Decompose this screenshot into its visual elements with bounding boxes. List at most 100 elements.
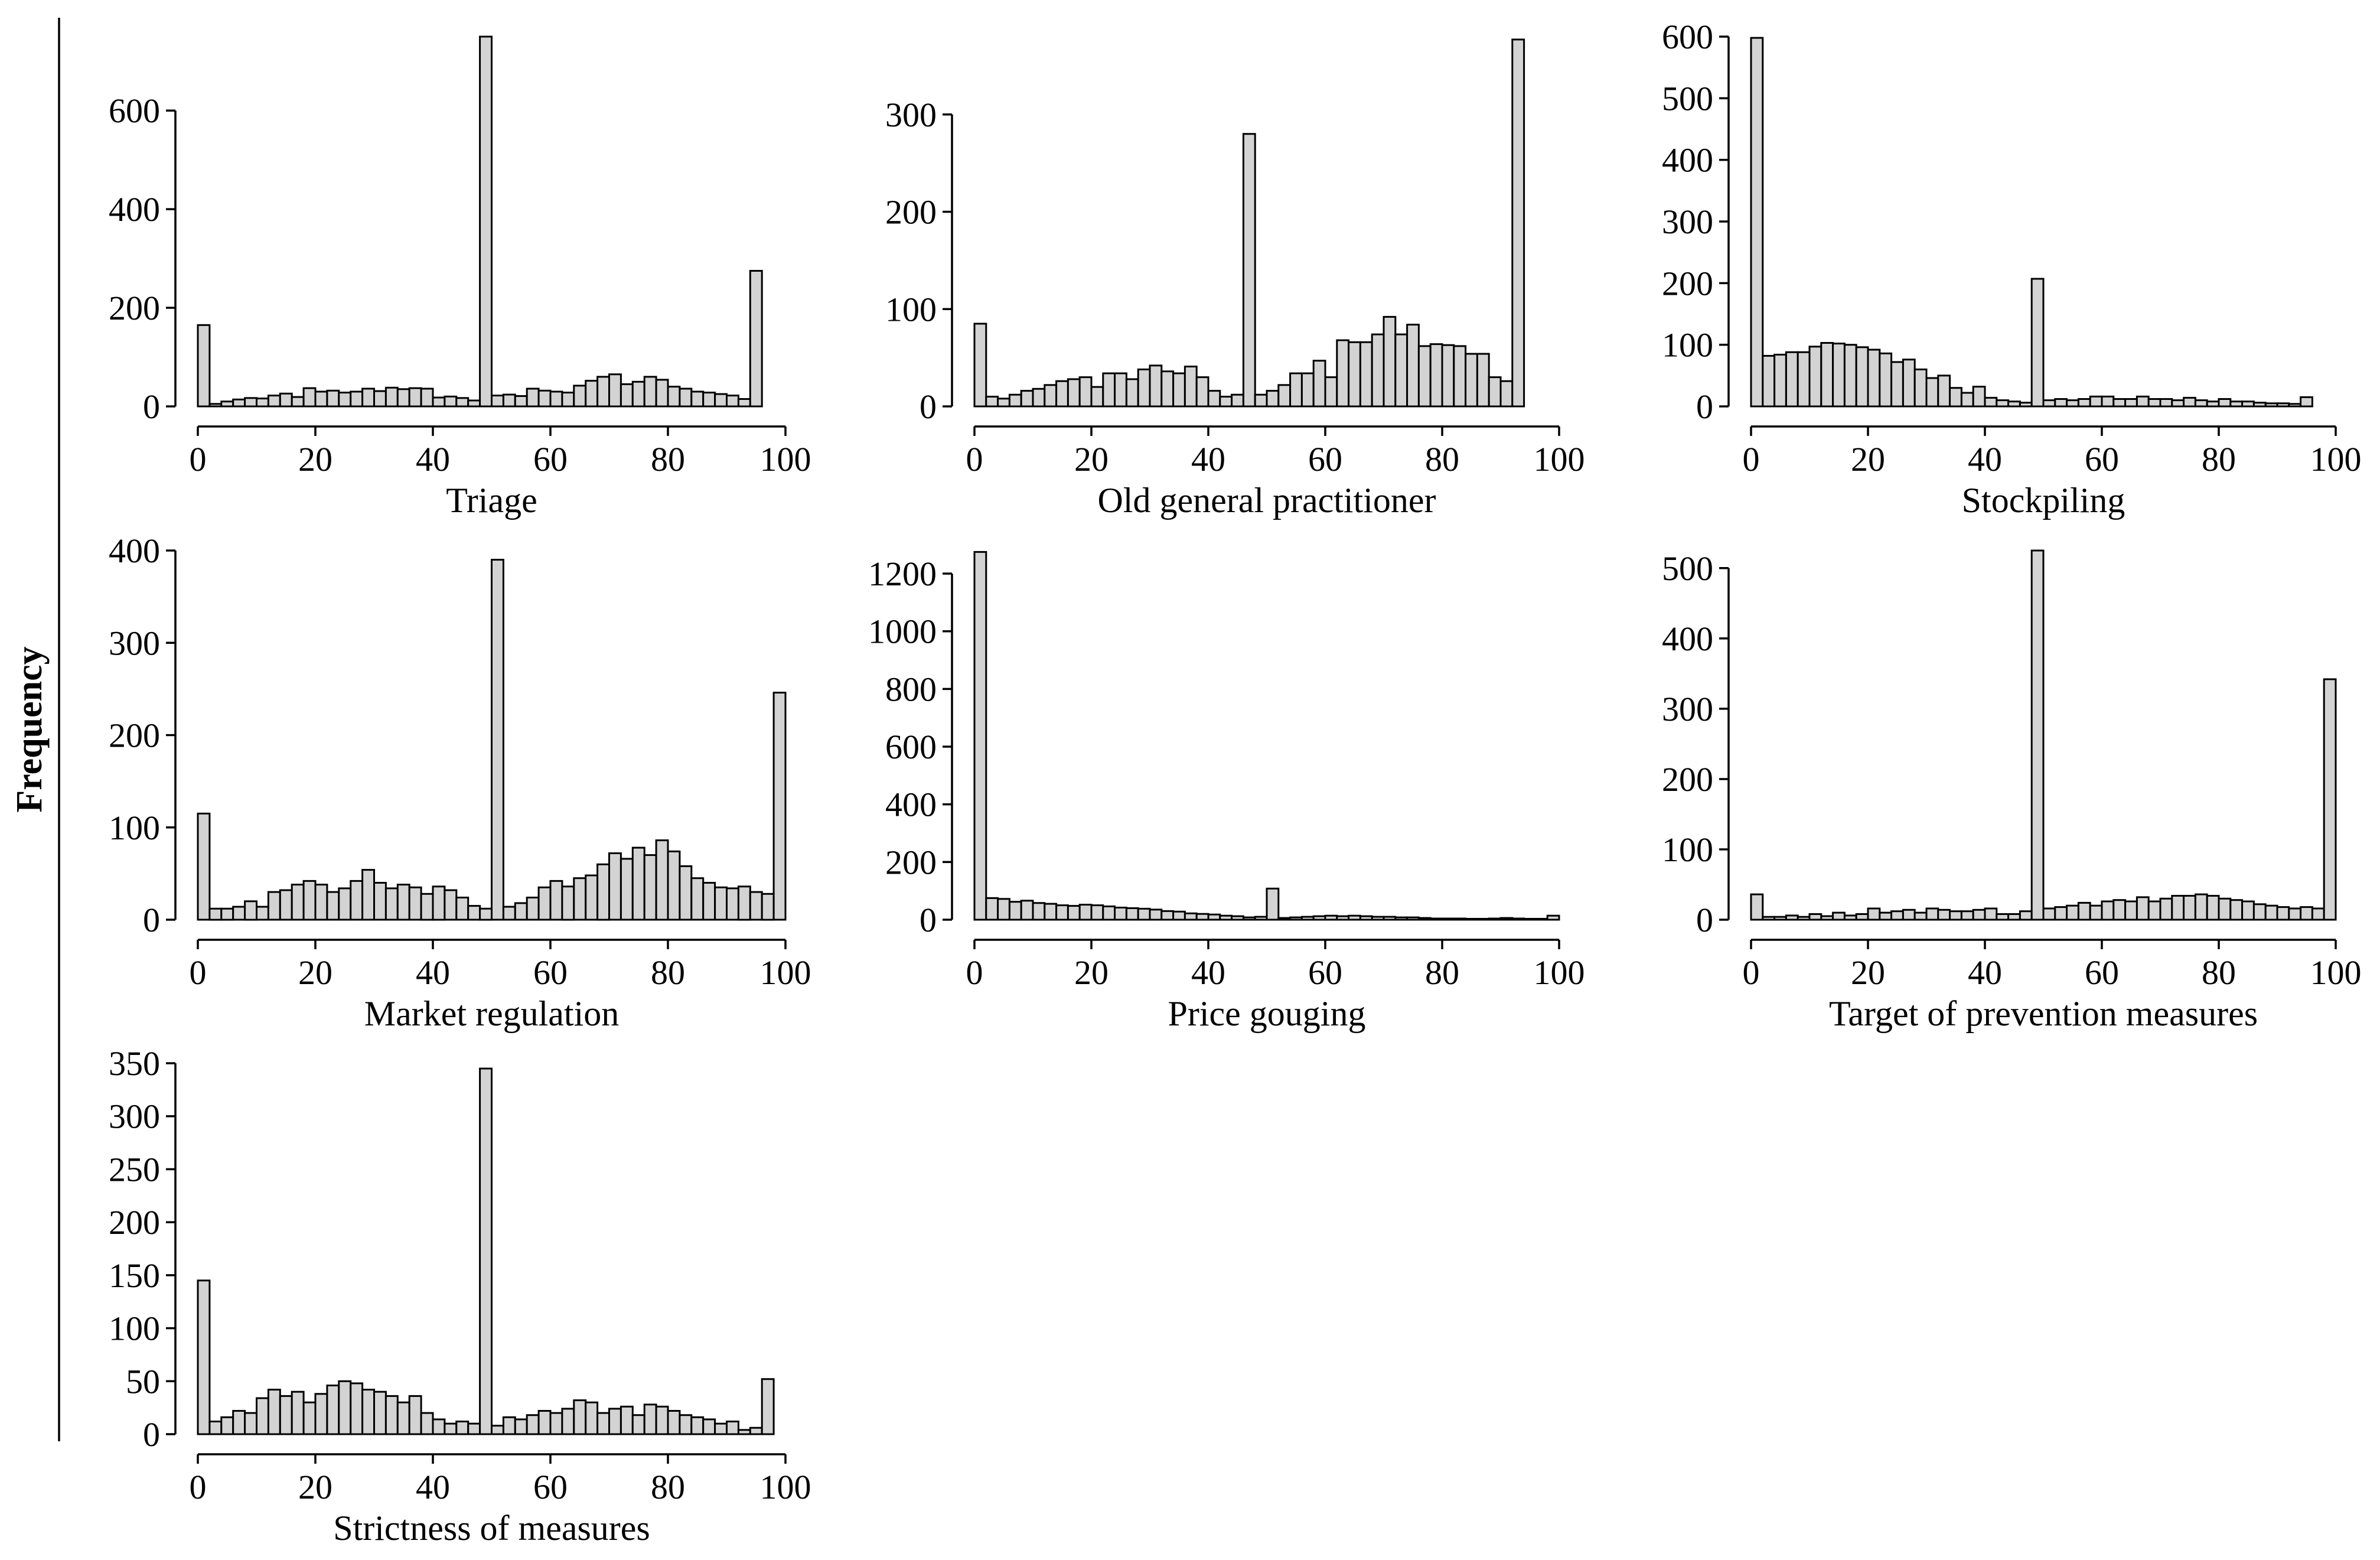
- bar: [373, 882, 387, 921]
- y-tick-label: 200: [885, 843, 937, 881]
- x-tick-label: 0: [190, 440, 207, 478]
- y-tick-label: 600: [885, 728, 937, 766]
- bar: [2019, 402, 2033, 408]
- y-tick-label: 400: [1662, 141, 1713, 180]
- bar: [2066, 399, 2079, 408]
- bar: [1972, 908, 1986, 921]
- bar: [561, 885, 575, 921]
- bar: [2089, 904, 2103, 921]
- bar: [608, 373, 622, 408]
- bar: [2042, 907, 2056, 921]
- bar: [2136, 395, 2150, 408]
- bar: [714, 886, 728, 921]
- bar: [620, 1405, 634, 1435]
- bar: [643, 1403, 657, 1435]
- bar: [2288, 907, 2302, 921]
- bar: [761, 1378, 775, 1435]
- bar: [1949, 387, 1962, 408]
- y-tick-label: 150: [109, 1256, 160, 1295]
- bar: [1453, 345, 1467, 408]
- bar: [1160, 910, 1175, 921]
- bars-stockpiling: [1750, 37, 2313, 408]
- bar: [608, 1408, 622, 1435]
- bar: [1867, 907, 1881, 921]
- bar: [420, 387, 434, 408]
- x-tick-label: 20: [1074, 953, 1109, 992]
- bar: [314, 390, 328, 408]
- bar: [1231, 915, 1244, 921]
- bar: [373, 390, 387, 408]
- bar: [2218, 897, 2232, 921]
- y-tick-label: 200: [109, 1203, 160, 1242]
- bar: [350, 880, 364, 921]
- bar: [1090, 386, 1104, 408]
- bar: [690, 877, 705, 921]
- bar: [361, 1389, 375, 1435]
- bar: [537, 389, 552, 408]
- bar: [1300, 916, 1315, 921]
- y-tick-label: 400: [109, 532, 160, 570]
- bar: [1184, 366, 1198, 408]
- x-tick-label: 100: [760, 440, 811, 478]
- bar: [2101, 395, 2115, 408]
- bar: [1219, 396, 1233, 408]
- bar: [679, 1414, 693, 1435]
- bar: [620, 858, 634, 921]
- bar: [514, 1418, 528, 1435]
- bar: [526, 897, 540, 921]
- bar: [444, 889, 458, 921]
- y-tick-label: 100: [109, 809, 160, 847]
- x-tick-label: 40: [1968, 440, 2002, 478]
- bar: [2300, 396, 2313, 408]
- panel-title: Strictness of measures: [333, 1509, 650, 1548]
- bar: [1020, 390, 1034, 408]
- bar: [1324, 376, 1338, 408]
- bar: [596, 376, 610, 408]
- bar: [338, 887, 352, 921]
- bar: [1996, 399, 2010, 408]
- bar: [2171, 399, 2185, 408]
- bar: [2124, 900, 2138, 921]
- bar: [631, 846, 645, 921]
- y-tick-label: 200: [109, 717, 160, 755]
- bar: [1055, 904, 1069, 921]
- bar: [396, 1401, 410, 1435]
- x-axis-price-gouging: 0 20 40 60 80 100: [966, 939, 1585, 992]
- bar: [1937, 374, 1951, 408]
- x-tick-label: 100: [1534, 440, 1585, 478]
- bar: [408, 1395, 422, 1435]
- panel-title: Price gouging: [1168, 994, 1366, 1033]
- y-tick-label: 0: [143, 1415, 160, 1454]
- y-tick-label: 300: [885, 96, 937, 134]
- panel-price-gouging: 0 200 400 600 800 1000 1200 0 20 40 60 80 100 Price g…: [868, 551, 1585, 1033]
- bar: [314, 884, 328, 921]
- bar: [2218, 398, 2232, 408]
- bar: [1254, 393, 1268, 408]
- bar: [256, 906, 269, 921]
- y-tick-label: 800: [885, 670, 937, 708]
- bar: [1044, 384, 1058, 408]
- bar: [2159, 398, 2173, 408]
- y-tick-label: 100: [885, 290, 937, 328]
- bar: [655, 1405, 669, 1435]
- bar: [350, 1382, 364, 1435]
- bar: [2194, 893, 2208, 921]
- bar: [549, 390, 563, 408]
- x-tick-label: 60: [533, 440, 568, 478]
- bar: [1750, 37, 1764, 408]
- y-tick-label: 600: [1662, 18, 1713, 56]
- bar: [267, 891, 281, 921]
- bar: [1499, 917, 1514, 921]
- bars-old-general-practitioner: [973, 38, 1525, 408]
- y-tick-label: 0: [1696, 387, 1713, 426]
- y-axis-price-gouging: 0 200 400 600 800 1000 1200: [868, 555, 953, 939]
- bar: [408, 387, 422, 408]
- bar: [549, 880, 563, 921]
- bars-target-of-prevention-measures: [1750, 549, 2337, 921]
- bar: [502, 393, 516, 408]
- bar: [479, 1067, 493, 1435]
- y-axis-old-general-practitioner: 0 100 200 300: [885, 96, 953, 426]
- panel-title: Stockpiling: [1962, 481, 2125, 520]
- bar: [2171, 895, 2185, 921]
- bar: [2229, 899, 2244, 921]
